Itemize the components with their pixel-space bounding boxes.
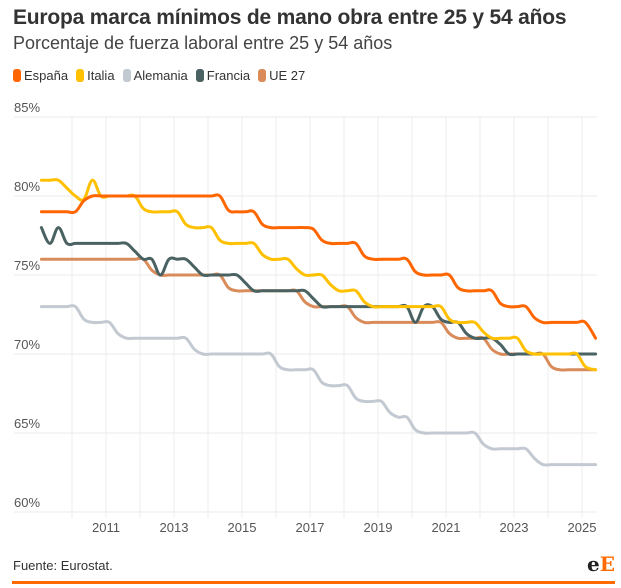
series-line-alemania[interactable] [39, 304, 598, 467]
y-tick-label: 85% [14, 100, 40, 115]
legend-item-italia[interactable]: Italia [76, 68, 115, 83]
x-tick-label: 2025 [568, 520, 597, 535]
brand-logo[interactable]: eE [587, 552, 615, 576]
legend-label: Italia [87, 68, 115, 83]
y-tick-label: 65% [14, 416, 40, 431]
legend-item-espana[interactable]: España [13, 68, 68, 83]
x-tick-label: 2019 [364, 520, 393, 535]
series-line-espa-a[interactable] [39, 193, 598, 340]
legend: España Italia Alemania Francia UE 27 [13, 68, 305, 83]
legend-swatch [258, 69, 267, 82]
x-axis: 2011 2013 2015 2017 2019 2021 2023 2025 [92, 520, 596, 535]
legend-swatch [76, 69, 85, 82]
legend-label: UE 27 [269, 68, 306, 83]
legend-swatch [195, 69, 204, 82]
bottom-rule [12, 581, 615, 584]
legend-label: Francia [206, 68, 251, 83]
chart-title: Europa marca mínimos de mano obra entre … [13, 6, 567, 29]
legend-swatch [13, 69, 21, 82]
y-tick-label: 80% [14, 179, 40, 194]
logo-e: e [587, 552, 600, 576]
series-lines [39, 178, 598, 467]
legend-label: España [24, 68, 69, 83]
legend-item-alemania[interactable]: Alemania [122, 68, 188, 83]
x-tick-label: 2023 [500, 520, 529, 535]
chart-subtitle: Porcentaje de fuerza laboral entre 25 y … [13, 33, 393, 53]
x-tick-label: 2017 [296, 520, 325, 535]
y-tick-label: 70% [14, 337, 40, 352]
y-axis: 60% 65% 70% 75% 80% 85% [14, 100, 40, 510]
y-tick-label: 75% [14, 258, 40, 273]
y-tick-label: 60% [14, 495, 40, 510]
source-note: Fuente: Eurostat. [13, 558, 113, 573]
logo-E: E [599, 552, 615, 576]
x-tick-label: 2015 [228, 520, 257, 535]
x-tick-label: 2021 [432, 520, 461, 535]
series-line-ue-27[interactable] [39, 256, 598, 372]
grid [14, 116, 597, 518]
legend-swatch [122, 69, 131, 82]
x-tick-label: 2011 [92, 520, 120, 535]
legend-label: Alemania [133, 68, 188, 83]
legend-item-francia[interactable]: Francia [195, 68, 251, 83]
legend-item-ue27[interactable]: UE 27 [258, 68, 305, 83]
series-line-francia[interactable] [39, 226, 598, 357]
x-tick-label: 2013 [160, 520, 189, 535]
